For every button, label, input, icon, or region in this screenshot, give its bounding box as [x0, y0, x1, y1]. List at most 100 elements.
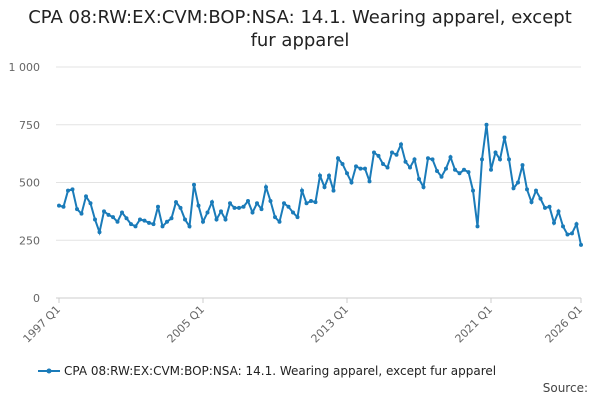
point — [201, 219, 205, 224]
point — [363, 166, 367, 171]
point — [214, 217, 219, 222]
point — [376, 153, 381, 158]
point — [160, 224, 165, 229]
y-tick-label: 500 — [19, 177, 40, 190]
point — [457, 171, 462, 176]
x-tick-label: 2005 Q1 — [165, 303, 208, 346]
point — [534, 188, 538, 193]
point — [561, 224, 565, 229]
point — [331, 188, 336, 193]
point — [426, 156, 430, 161]
point — [295, 215, 300, 220]
point — [538, 196, 543, 201]
point — [471, 188, 475, 193]
point — [111, 215, 115, 220]
point — [336, 156, 340, 161]
point — [358, 166, 363, 171]
point — [565, 232, 570, 237]
point — [516, 180, 520, 185]
point — [241, 204, 246, 209]
point — [237, 205, 241, 210]
point — [552, 220, 556, 225]
point — [543, 205, 547, 210]
point — [93, 217, 97, 222]
point — [453, 167, 457, 172]
point — [102, 209, 106, 214]
point — [354, 164, 358, 169]
point — [367, 179, 372, 184]
point — [570, 231, 574, 236]
point — [507, 157, 511, 162]
point — [142, 218, 147, 223]
point — [120, 210, 124, 215]
point — [466, 170, 471, 175]
x-tick-label: 2013 Q1 — [309, 303, 352, 346]
point — [498, 157, 502, 162]
point — [205, 210, 210, 215]
point — [286, 204, 291, 209]
y-tick-label: 250 — [19, 234, 40, 247]
point — [61, 204, 66, 209]
point — [444, 166, 448, 171]
point — [480, 157, 484, 162]
point — [210, 200, 214, 205]
point — [187, 224, 192, 229]
point — [349, 180, 354, 185]
point — [282, 201, 286, 206]
point — [385, 165, 390, 170]
point — [57, 203, 61, 208]
point — [268, 198, 273, 203]
chart-title: CPA 08:RW:EX:CVM:BOP:NSA: 14.1. Wearing … — [28, 7, 572, 51]
point — [435, 168, 439, 173]
point — [502, 135, 507, 140]
x-tick-label: 2021 Q1 — [453, 303, 496, 346]
point — [70, 187, 75, 192]
point — [79, 211, 84, 216]
point — [250, 210, 255, 215]
point — [340, 162, 345, 167]
point — [304, 201, 309, 206]
point — [417, 177, 421, 182]
point — [246, 198, 250, 203]
point — [183, 217, 187, 222]
point — [547, 204, 552, 209]
point — [345, 171, 349, 176]
point — [448, 155, 453, 160]
point — [124, 216, 129, 221]
point — [75, 207, 79, 212]
point — [372, 150, 376, 155]
point — [412, 157, 417, 162]
point — [129, 222, 133, 227]
point — [300, 188, 304, 193]
point — [151, 222, 156, 227]
y-tick-label: 1 000 — [9, 61, 41, 74]
point — [525, 187, 529, 192]
point — [511, 186, 516, 191]
point — [313, 200, 318, 205]
point — [232, 205, 237, 210]
x-tick-label: 2026 Q1 — [543, 303, 586, 346]
point — [394, 152, 399, 157]
point — [291, 210, 295, 215]
point — [88, 201, 93, 206]
point — [327, 173, 331, 178]
point — [165, 219, 169, 224]
legend-swatch — [38, 368, 60, 374]
point — [493, 150, 498, 155]
point — [255, 201, 259, 206]
point — [322, 185, 327, 190]
point — [169, 216, 174, 221]
point — [106, 212, 111, 217]
point — [529, 200, 534, 205]
point — [196, 203, 201, 208]
y-tick-label: 750 — [19, 119, 40, 132]
point — [403, 159, 408, 164]
point — [399, 142, 403, 147]
point — [66, 188, 70, 193]
legend: CPA 08:RW:EX:CVM:BOP:NSA: 14.1. Wearing … — [38, 364, 496, 378]
point — [259, 207, 264, 212]
point — [421, 185, 426, 190]
point — [133, 224, 138, 229]
